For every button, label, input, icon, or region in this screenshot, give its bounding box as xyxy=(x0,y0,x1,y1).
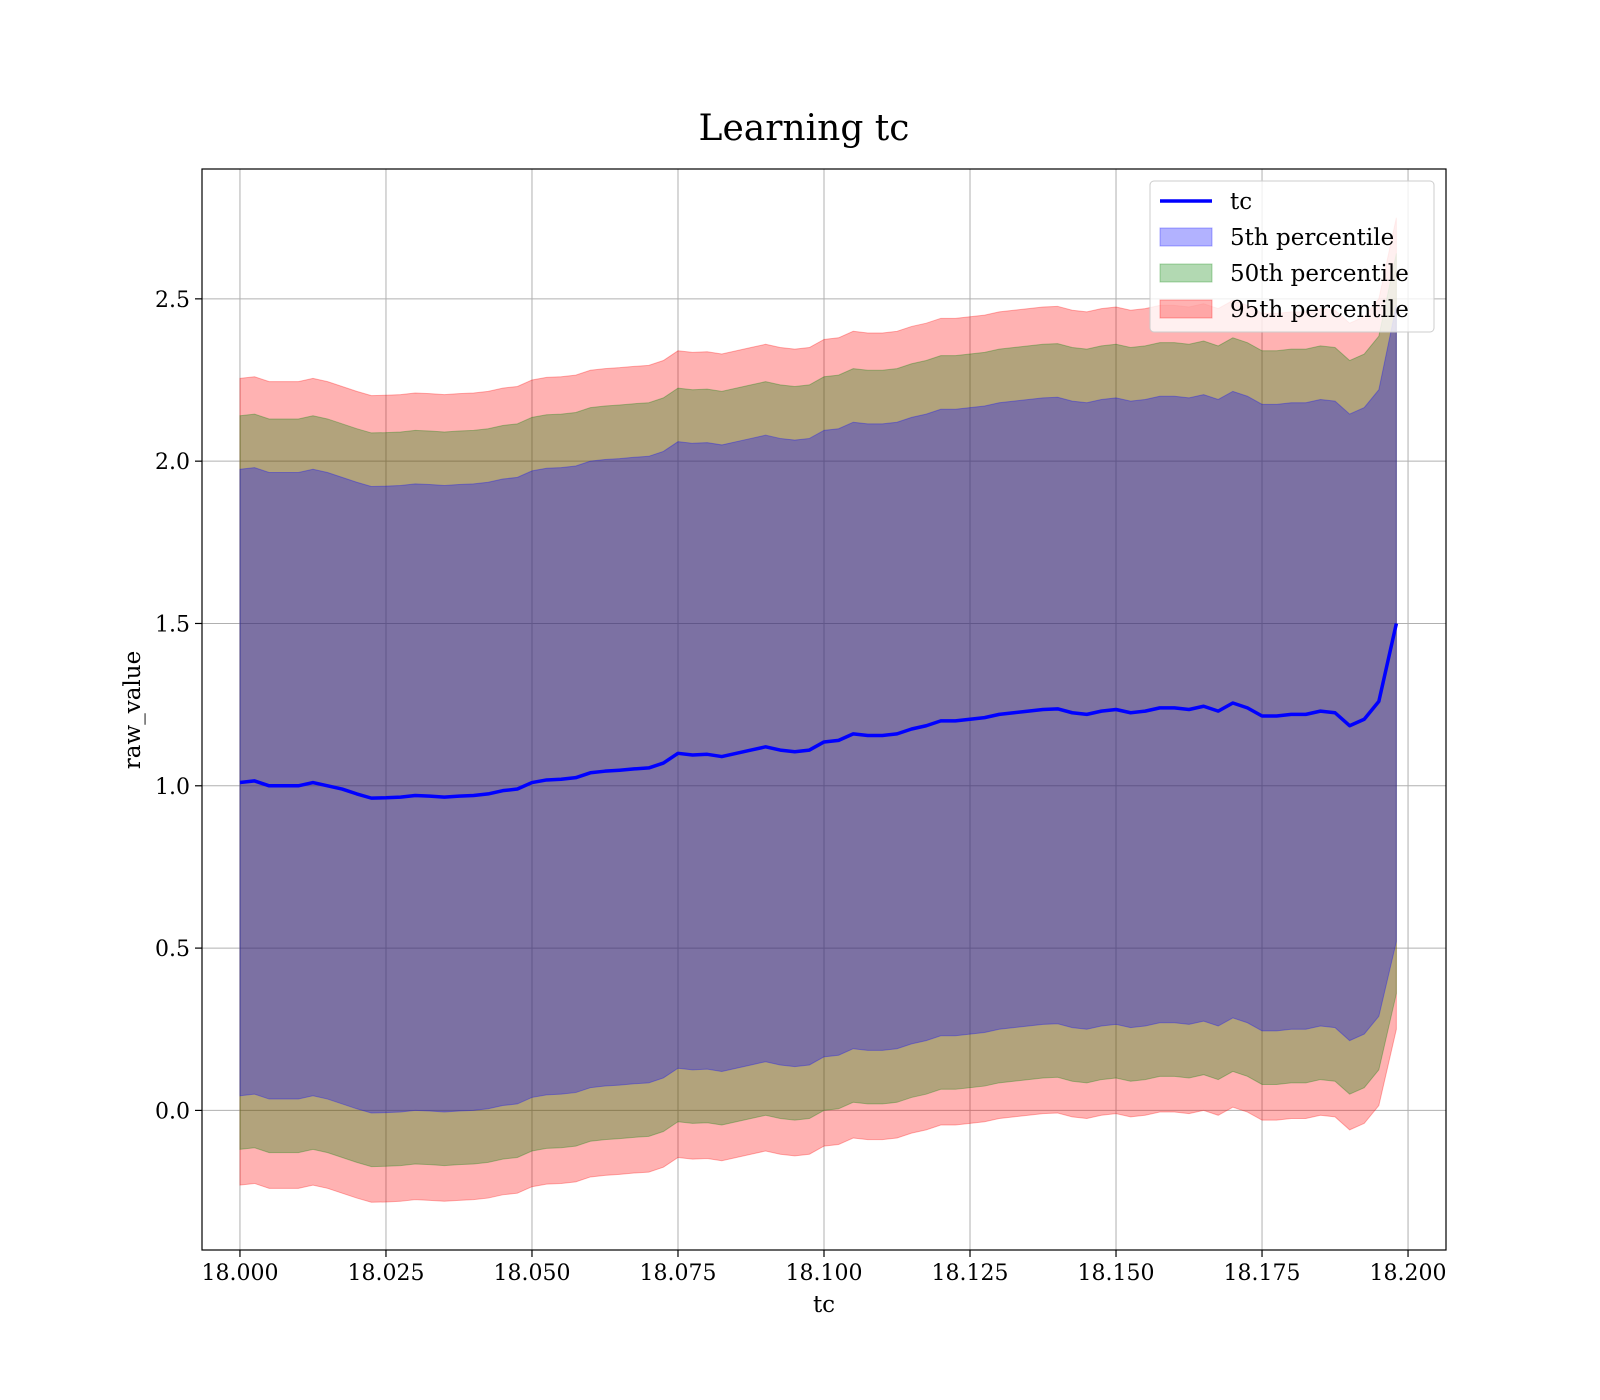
y-tick-label: 0.0 xyxy=(155,1099,190,1124)
95th-percentile-band xyxy=(239,217,1397,1203)
x-tick-label: 18.100 xyxy=(786,1261,863,1286)
x-tick-label: 18.075 xyxy=(639,1261,716,1286)
y-tick-label: 2.0 xyxy=(155,450,190,475)
y-tick-label: 2.5 xyxy=(155,288,190,313)
x-tick-label: 18.050 xyxy=(493,1261,570,1286)
tc-line-layer xyxy=(239,623,1399,800)
y-tick-label: 1.0 xyxy=(155,775,190,800)
legend: tc 5th percentile 50th percentile 95th perc… xyxy=(1149,180,1435,333)
x-tick-label: 18.175 xyxy=(1224,1261,1301,1286)
y-axis-label: raw_value xyxy=(120,651,146,769)
x-axis-label: tc xyxy=(813,1292,835,1318)
y-axis-ticks: 0.0 0.5 1.0 1.5 2.0 2.5 xyxy=(155,288,202,1124)
legend-label-50th-percentile: 50th percentile xyxy=(1230,261,1409,287)
legend-box xyxy=(1149,180,1435,333)
50th-percentile-band xyxy=(239,253,1397,1168)
legend-label-tc: tc xyxy=(1230,189,1252,215)
y-tick-label: 1.5 xyxy=(155,612,190,637)
chart-title: Learning tc xyxy=(699,108,910,149)
x-tick-label: 18.150 xyxy=(1078,1261,1155,1286)
legend-label-95th-percentile: 95th percentile xyxy=(1230,297,1409,323)
percentile-bands xyxy=(239,217,1397,1203)
legend-label-5th-percentile: 5th percentile xyxy=(1230,225,1394,251)
x-axis-ticks: 18.000 18.025 18.050 18.075 18.100 18.125 18.1… xyxy=(201,1250,1447,1286)
y-tick-label: 0.5 xyxy=(155,937,190,962)
legend-swatch-95th-percentile xyxy=(1159,299,1213,319)
legend-swatch-50th-percentile xyxy=(1159,263,1213,283)
x-tick-label: 18.200 xyxy=(1370,1261,1447,1286)
x-tick-label: 18.025 xyxy=(347,1261,424,1286)
tc-series-line xyxy=(239,623,1399,800)
grid xyxy=(202,169,1446,1250)
legend-swatch-5th-percentile xyxy=(1159,227,1213,247)
5th-percentile-band xyxy=(239,305,1397,1114)
x-tick-label: 18.125 xyxy=(932,1261,1009,1286)
x-tick-label: 18.000 xyxy=(201,1261,278,1286)
